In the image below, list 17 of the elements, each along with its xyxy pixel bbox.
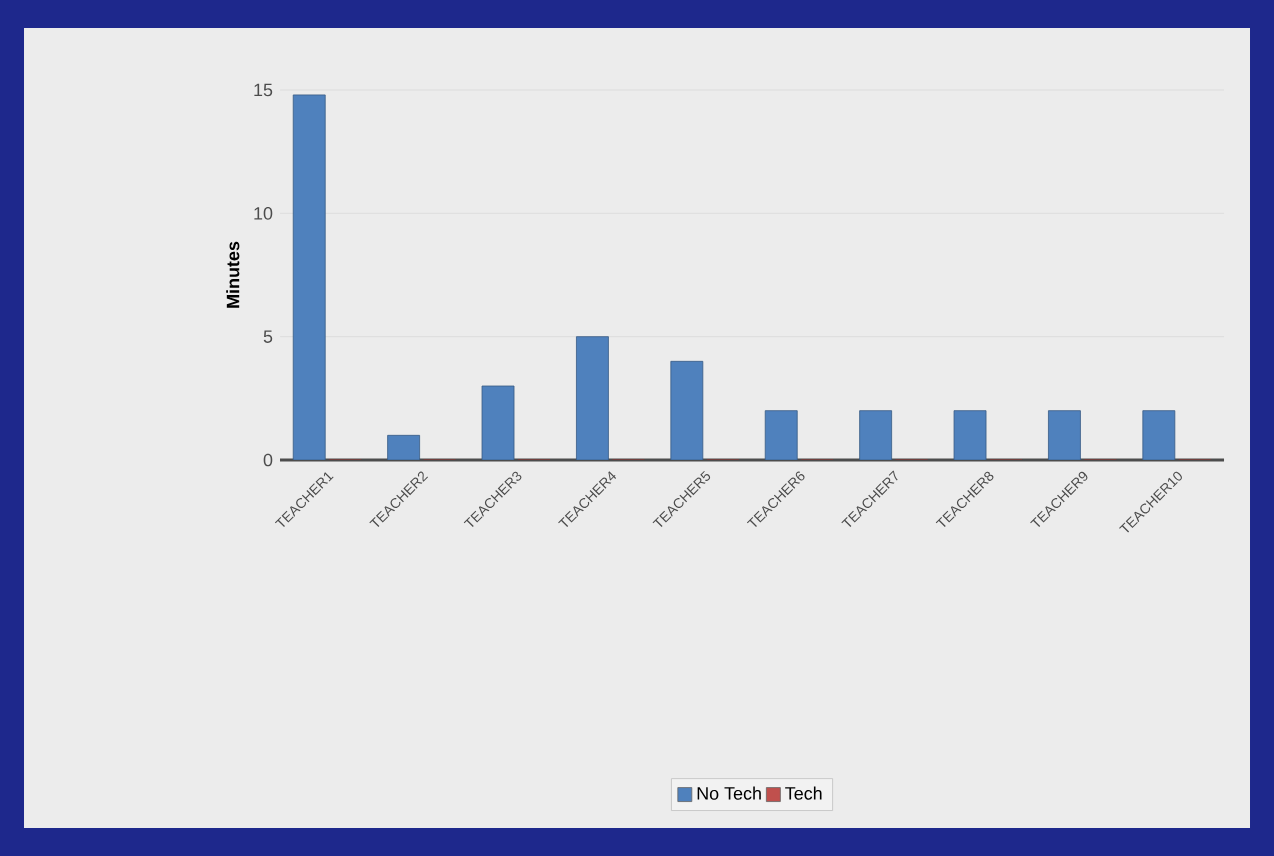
y-tick-label: 10	[254, 206, 273, 220]
bar	[953, 410, 987, 460]
bar	[764, 410, 798, 460]
bar	[576, 336, 609, 460]
legend-label: Tech	[785, 786, 822, 800]
y-tick-label: 0	[263, 453, 273, 467]
bar	[670, 360, 704, 460]
y-tick-label: 15	[254, 83, 273, 97]
bar	[292, 94, 326, 460]
bar	[1048, 410, 1081, 460]
bar	[481, 385, 515, 460]
y-axis-title: Minutes	[226, 241, 240, 308]
bar	[387, 435, 420, 460]
legend-label: No Tech	[697, 786, 761, 800]
bar	[1142, 410, 1176, 460]
bar	[859, 410, 893, 460]
y-tick-label: 5	[263, 330, 273, 343]
